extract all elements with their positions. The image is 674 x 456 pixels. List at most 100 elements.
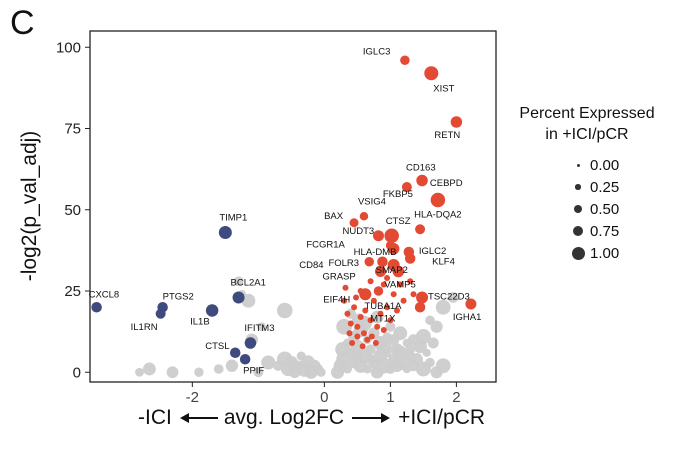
data-point-ctsz <box>384 228 399 243</box>
data-point-ns <box>362 364 372 374</box>
data-point-klf4 <box>404 253 416 264</box>
data-point-ns <box>405 344 416 355</box>
legend-title-line1: Percent Expressed <box>519 105 655 122</box>
data-point-up <box>354 323 361 330</box>
data-point-xist <box>424 66 439 81</box>
data-point-up <box>400 297 407 304</box>
data-point-up <box>368 333 375 340</box>
x-tick-label: -2 <box>186 389 199 406</box>
data-point-up <box>370 297 377 304</box>
gene-label: XIST <box>433 83 454 94</box>
data-point-up <box>353 294 360 301</box>
x-axis-label-left: -ICI <box>138 406 172 429</box>
gene-label: SMAP2 <box>376 265 408 276</box>
data-point-ns <box>435 299 451 315</box>
x-axis-label: -ICI avg. Log2FC +ICI/pCR <box>138 406 485 430</box>
data-point-up <box>377 310 384 317</box>
data-point-up <box>357 314 364 320</box>
y-axis-label: -log2(p_val_adj) <box>18 130 41 282</box>
data-point-up <box>342 284 349 291</box>
data-point-fkbp5 <box>401 182 412 192</box>
gene-label: TIMP1 <box>219 213 247 224</box>
data-point-ns <box>257 322 266 332</box>
data-point-cd84 <box>364 257 374 267</box>
data-point-up <box>393 307 400 314</box>
data-point-ns <box>213 364 224 374</box>
data-point-bax <box>349 218 359 228</box>
gene-label: TUBA1A <box>364 301 402 312</box>
right-arrow-icon <box>352 413 391 423</box>
y-tick-label: 50 <box>64 202 81 219</box>
data-point-up <box>347 320 354 327</box>
data-point-folr3 <box>377 256 388 267</box>
gene-label: VSIG4 <box>358 196 386 207</box>
data-point-up <box>407 278 414 285</box>
data-point-nudt3 <box>372 230 384 242</box>
legend-dot <box>572 225 584 237</box>
data-point-ns <box>390 343 404 356</box>
y-tick-label: 100 <box>56 39 81 56</box>
x-tick-label: 2 <box>452 389 460 406</box>
data-point-ifitm3 <box>244 337 257 349</box>
data-point-up <box>380 281 387 288</box>
gene-label: PPIF <box>243 365 264 376</box>
data-point-up <box>367 317 374 324</box>
data-point-bcl2a1 <box>232 291 245 304</box>
left-arrow-icon <box>179 413 218 423</box>
data-point-ns <box>316 367 326 377</box>
data-point-tuba1a <box>373 286 384 296</box>
x-tick-label: 1 <box>386 389 394 406</box>
gene-label: IGLC3 <box>363 46 390 57</box>
legend-dot <box>571 246 585 260</box>
data-point-ns <box>447 292 459 303</box>
data-point-ns <box>427 337 439 349</box>
data-point-ns <box>365 354 376 365</box>
data-point-hla-dqa2 <box>415 224 426 235</box>
data-point-hla-dmb <box>387 243 400 255</box>
data-point-iglc3 <box>400 55 410 65</box>
data-point-ns <box>276 302 293 319</box>
data-point-ns <box>410 353 423 366</box>
data-point-ns <box>350 349 364 363</box>
data-point-ns <box>425 315 435 326</box>
gene-label: CD163 <box>406 163 436 174</box>
data-point-up <box>374 323 381 330</box>
gene-label: HLA-DQA2 <box>414 209 462 220</box>
data-point-ns <box>335 341 351 358</box>
gene-label: CXCL8 <box>89 289 120 300</box>
x-tick-label: 0 <box>320 389 328 406</box>
gene-label: CTSL <box>205 341 229 352</box>
data-point-up <box>367 278 374 285</box>
data-point-up <box>387 317 394 324</box>
data-point-up <box>390 291 397 298</box>
data-point-cxcl8 <box>91 302 102 313</box>
data-point-cd163 <box>416 174 428 187</box>
legend-dot <box>576 163 580 167</box>
data-point-up <box>346 330 353 337</box>
x-axis-label-center: avg. Log2FC <box>223 406 345 429</box>
data-point-tsc22d3 <box>416 291 429 304</box>
gene-label: NUDT3 <box>342 226 374 237</box>
gene-label: IL1RN <box>131 322 158 333</box>
data-point-ns <box>261 355 276 370</box>
data-point-ns <box>194 367 204 377</box>
gene-label: VAMP5 <box>384 280 416 291</box>
gene-label: FKBP5 <box>383 189 413 200</box>
data-point-ns <box>435 358 451 374</box>
data-point-ns <box>365 344 376 355</box>
gene-label: HLA-DMB <box>354 247 397 258</box>
gene-label: MT1X <box>370 313 396 324</box>
data-point-up <box>380 327 387 333</box>
gene-label: IGLC2 <box>419 246 446 257</box>
data-point-ns <box>422 348 431 357</box>
plot-frame <box>89 30 497 383</box>
data-point-up <box>360 330 367 337</box>
data-point-ns <box>241 293 256 308</box>
data-point-ns <box>233 276 244 287</box>
gene-label: RETN <box>434 130 460 141</box>
panel-letter: C <box>10 4 35 42</box>
data-point-ns <box>385 321 396 332</box>
data-point-ns <box>415 329 431 344</box>
data-point-up <box>397 281 404 288</box>
